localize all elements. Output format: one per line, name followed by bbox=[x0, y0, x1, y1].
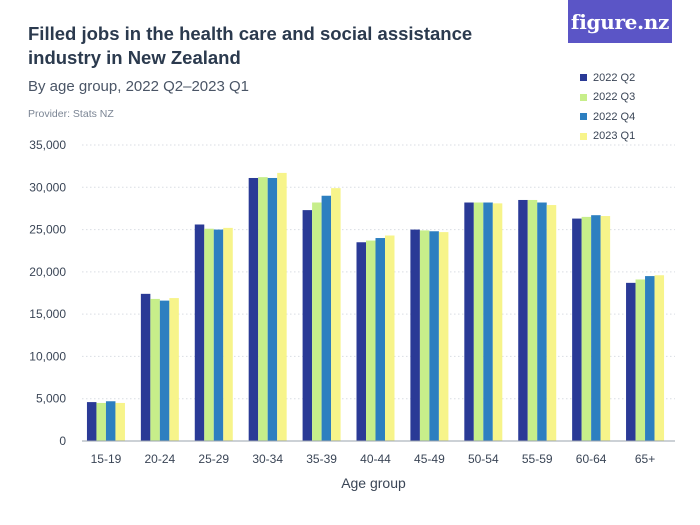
legend-item: 2022 Q3 bbox=[580, 88, 635, 108]
x-tick-label: 55-59 bbox=[522, 452, 553, 466]
bar bbox=[223, 227, 233, 441]
bar bbox=[150, 298, 160, 441]
bar bbox=[277, 172, 287, 441]
bar bbox=[140, 293, 151, 441]
bar bbox=[331, 188, 341, 441]
legend-item: 2022 Q4 bbox=[580, 107, 635, 127]
bar bbox=[419, 230, 430, 441]
y-tick-label: 30,000 bbox=[29, 180, 66, 194]
bar bbox=[600, 216, 611, 441]
bar bbox=[159, 300, 170, 441]
legend-item: 2023 Q1 bbox=[580, 127, 635, 147]
x-tick-label: 20-24 bbox=[145, 452, 176, 466]
bar bbox=[410, 229, 420, 441]
y-tick-label: 10,000 bbox=[29, 349, 66, 363]
bar bbox=[429, 231, 439, 441]
bar bbox=[366, 240, 376, 441]
x-tick-label: 60-64 bbox=[576, 452, 607, 466]
x-axis-title: Age group bbox=[341, 475, 406, 491]
bar bbox=[375, 238, 385, 441]
legend-label: 2022 Q4 bbox=[593, 110, 636, 123]
bar bbox=[356, 242, 366, 441]
chart-title: Filled jobs in the health care and socia… bbox=[28, 23, 473, 68]
x-tick-label: 35-39 bbox=[306, 452, 337, 466]
x-tick-label: 45-49 bbox=[414, 452, 445, 466]
legend-item: 2022 Q2 bbox=[580, 68, 635, 88]
y-tick-label: 20,000 bbox=[29, 265, 66, 279]
bar bbox=[464, 202, 474, 441]
chart-subtitle: By age group, 2022 Q2–2023 Q1 bbox=[28, 78, 250, 95]
bar bbox=[385, 235, 395, 441]
bar bbox=[258, 177, 268, 441]
legend-swatch bbox=[580, 93, 587, 101]
bar bbox=[248, 177, 259, 442]
bar bbox=[581, 216, 592, 441]
bar bbox=[591, 215, 601, 441]
bar bbox=[654, 275, 665, 441]
legend-label: 2022 Q3 bbox=[593, 91, 636, 104]
bar bbox=[321, 195, 332, 441]
bar bbox=[527, 199, 538, 441]
bar bbox=[194, 224, 205, 441]
x-tick-label: 30-34 bbox=[252, 452, 283, 466]
y-tick-label: 0 bbox=[59, 434, 66, 448]
bar bbox=[213, 229, 224, 441]
bar bbox=[204, 228, 214, 441]
x-tick-label: 65+ bbox=[635, 452, 655, 466]
x-tick-label: 15-19 bbox=[91, 452, 122, 466]
bar bbox=[267, 177, 278, 442]
bar bbox=[546, 205, 557, 441]
x-tick-label: 40-44 bbox=[360, 452, 391, 466]
legend-swatch bbox=[580, 113, 587, 121]
y-tick-label: 35,000 bbox=[29, 138, 66, 152]
bar bbox=[645, 276, 655, 441]
bar bbox=[169, 298, 179, 441]
legend-swatch bbox=[580, 132, 587, 140]
bar bbox=[86, 402, 97, 441]
bar bbox=[492, 203, 503, 441]
bar bbox=[115, 402, 125, 441]
bar bbox=[96, 402, 106, 441]
bar bbox=[626, 282, 636, 441]
y-tick-label: 15,000 bbox=[29, 307, 66, 321]
bar bbox=[105, 401, 116, 441]
bar bbox=[302, 210, 313, 441]
bar bbox=[537, 202, 547, 441]
bar bbox=[312, 202, 322, 441]
bar bbox=[572, 218, 582, 441]
bar bbox=[483, 202, 493, 441]
legend-label: 2023 Q1 bbox=[593, 130, 636, 143]
bar bbox=[473, 202, 484, 441]
x-tick-label: 50-54 bbox=[468, 452, 499, 466]
x-tick-label: 25-29 bbox=[198, 452, 229, 466]
legend-swatch bbox=[580, 74, 587, 82]
figure-nz-logo[interactable]: figure.nz bbox=[568, 0, 672, 43]
y-tick-label: 25,000 bbox=[29, 223, 66, 237]
chart-legend: 2022 Q2 2022 Q3 2022 Q4 2023 Q1 bbox=[580, 68, 635, 146]
legend-label: 2022 Q2 bbox=[593, 71, 636, 84]
bar bbox=[518, 199, 528, 441]
y-tick-label: 5,000 bbox=[36, 392, 66, 406]
bar bbox=[438, 232, 449, 441]
bar bbox=[635, 279, 646, 441]
provider-label: Provider: Stats NZ bbox=[28, 108, 114, 120]
